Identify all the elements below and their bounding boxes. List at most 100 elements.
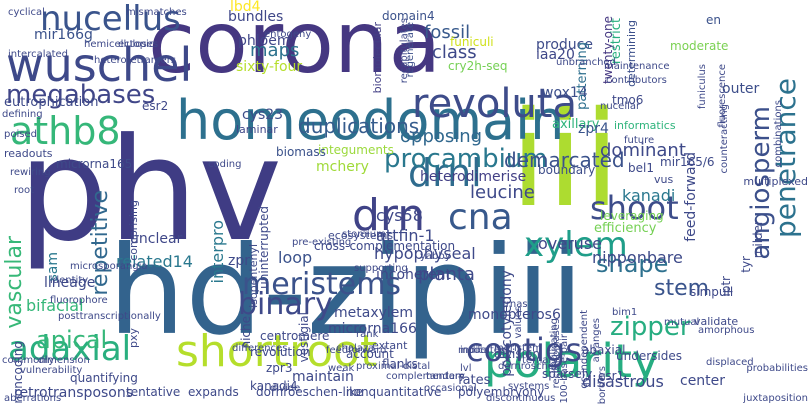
cloud-word: tentative xyxy=(126,385,181,399)
cloud-word: cna xyxy=(448,197,513,238)
cloud-word: commonly xyxy=(2,355,55,366)
cloud-word: chalaza xyxy=(336,343,375,354)
cloud-word: vus xyxy=(654,173,674,186)
cloud-word: mir165/6 xyxy=(660,155,715,169)
cloud-word: leucine xyxy=(470,182,535,203)
cloud-word: procambium xyxy=(384,144,548,174)
cloud-word: extant xyxy=(372,339,408,352)
cloud-word: adaxial xyxy=(8,329,132,369)
cloud-word: mismatches xyxy=(126,7,187,18)
cloud-word: laminar xyxy=(236,123,278,136)
cloud-word: megabases xyxy=(6,80,156,110)
cloud-word: vascular xyxy=(2,236,27,329)
cloud-word: identity xyxy=(50,275,89,286)
cloud-word: zipper xyxy=(610,312,691,342)
cloud-word: coding xyxy=(208,159,242,170)
cloud-word: cross-complementation xyxy=(314,239,456,253)
cloud-word: opposing xyxy=(400,126,483,147)
cloud-word: informatics xyxy=(614,119,676,132)
cloud-word: wuschel xyxy=(6,38,193,92)
cloud-word: nonquantitative xyxy=(346,385,442,399)
cloud-word: produce xyxy=(536,37,593,53)
cloud-word: microrna165 xyxy=(56,157,133,171)
cloud-word: leveraging xyxy=(600,209,664,223)
cloud-word: esr1 xyxy=(598,369,625,383)
cloud-word: vulnerability xyxy=(20,365,83,376)
cloud-word: center xyxy=(680,373,726,389)
cloud-word: expands xyxy=(188,385,239,399)
cloud-word: values xyxy=(513,306,524,339)
cloud-word: class xyxy=(432,42,477,63)
cloud-word: monopteros6 xyxy=(468,307,561,323)
cloud-word: combinations xyxy=(773,100,784,168)
cloud-word: homeodomain xyxy=(176,89,565,152)
cloud-word: domain4 xyxy=(382,9,435,23)
cloud-word: vestigial xyxy=(297,312,311,363)
cloud-word: heterodimerise xyxy=(420,169,527,185)
cloud-word: disastrous xyxy=(582,372,664,391)
cloud-word: nucellar xyxy=(600,101,641,112)
cloud-word: feed-forward xyxy=(683,152,699,242)
cloud-word: occasional xyxy=(424,383,477,394)
cloud-word: microrna166 xyxy=(328,321,417,337)
cloud-word: axillary xyxy=(552,117,600,132)
cloud-word: zpr3 xyxy=(266,361,293,375)
cloud-word: juxtaposition xyxy=(743,393,808,404)
cloud-word: fates xyxy=(458,373,491,388)
cloud-word: incoherent xyxy=(376,267,451,283)
cloud-word: defining xyxy=(2,109,43,120)
cloud-word: tmo6 xyxy=(612,93,644,107)
cloud-word: rewiring xyxy=(10,167,51,178)
cloud-word: hd-zipiii xyxy=(108,220,584,362)
cloud-word: binary xyxy=(238,287,333,322)
cloud-word: duplications xyxy=(298,114,420,138)
cloud-word: rank xyxy=(356,329,379,340)
cloud-word: wox14 xyxy=(542,85,588,101)
cloud-word: metaxylem xyxy=(334,305,414,321)
cloud-word: recapitulates xyxy=(399,18,410,84)
cloud-word: mir166g xyxy=(34,27,93,43)
cloud-word: kanadi4 xyxy=(250,379,298,393)
cloud-word: poised xyxy=(4,129,37,140)
cloud-word: polyembryony xyxy=(458,385,545,399)
cloud-word: efficiency xyxy=(594,221,657,236)
cloud-word: pre-existing xyxy=(292,237,352,248)
cloud-word: eutrophication xyxy=(4,95,99,110)
cloud-word: heterotetramers xyxy=(94,55,177,66)
cloud-word: complementary xyxy=(386,371,465,382)
cloud-word: maintenance xyxy=(604,61,670,72)
cloud-word: hypophyseal xyxy=(374,244,476,263)
cloud-word: feedforward xyxy=(326,345,387,356)
cloud-word: ecosystems xyxy=(328,229,394,242)
cloud-word: differences xyxy=(232,343,288,354)
cloud-word: amorphous xyxy=(698,325,755,336)
cloud-word: milder xyxy=(751,220,765,259)
cloud-word: kanadi xyxy=(622,186,676,205)
cloud-word: supporting xyxy=(354,263,408,274)
cloud-word: phloem xyxy=(238,33,291,49)
cloud-word: dornroeschen-like xyxy=(256,385,364,399)
cloud-word: maintain xyxy=(292,369,354,385)
cloud-word: overuse xyxy=(538,234,602,253)
cloud-word: demarcated xyxy=(504,148,625,172)
cloud-word: bifacial xyxy=(26,296,84,315)
cloud-word: intercalated xyxy=(8,49,69,60)
cloud-word: stomium xyxy=(342,229,386,240)
cloud-word: xylem xyxy=(524,225,628,265)
cloud-word: funiculi xyxy=(450,35,494,49)
cloud-word: tandem xyxy=(426,371,465,382)
cloud-word: indicates xyxy=(460,345,506,356)
cloud-word: maps xyxy=(250,40,300,61)
cloud-word: nucellus xyxy=(40,0,181,39)
cloud-word: aberrations xyxy=(4,393,62,404)
cloud-word: bundles xyxy=(228,9,284,25)
cloud-word: related14 xyxy=(116,252,193,271)
cloud-word: model xyxy=(458,345,490,356)
cloud-word: divide xyxy=(270,383,301,394)
cloud-word: comprising xyxy=(127,200,140,261)
cloud-word: moderate xyxy=(670,39,729,53)
cloud-word: account xyxy=(346,347,394,361)
cloud-word: abaxial xyxy=(582,343,626,357)
cloud-word: posttranscriptionally xyxy=(58,311,161,322)
